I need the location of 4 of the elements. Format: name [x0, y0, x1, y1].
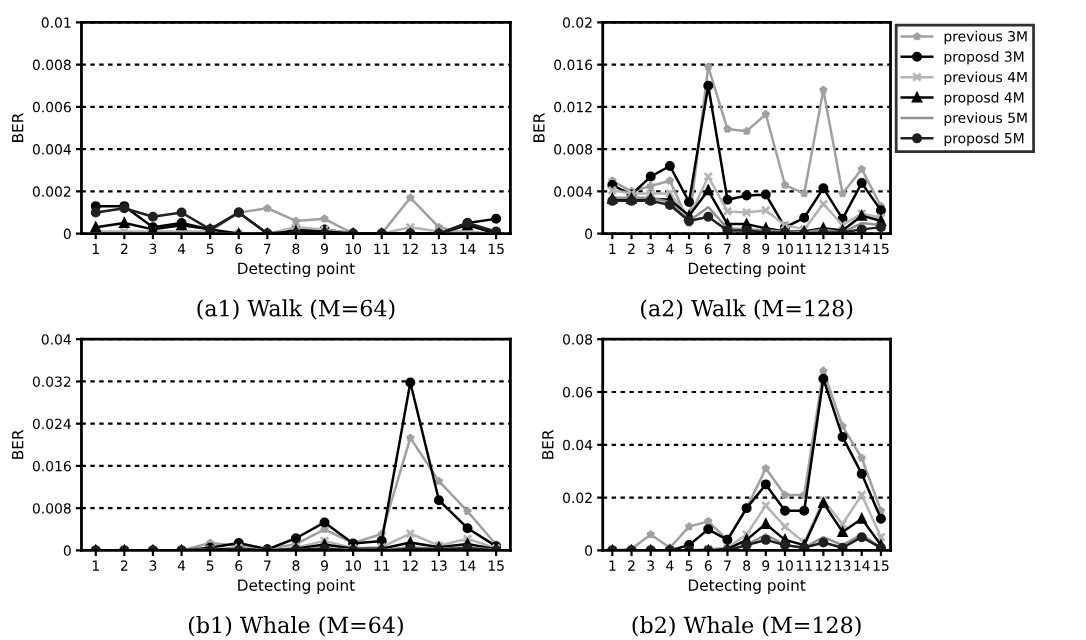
- text: (a1) Walk (M=64): [197, 299, 395, 320]
- text: (b2) Whale (M=128): [632, 616, 861, 637]
- text: (b1) Whale (M=64): [188, 616, 403, 637]
- text: (a2) Walk (M=128): [641, 299, 853, 320]
